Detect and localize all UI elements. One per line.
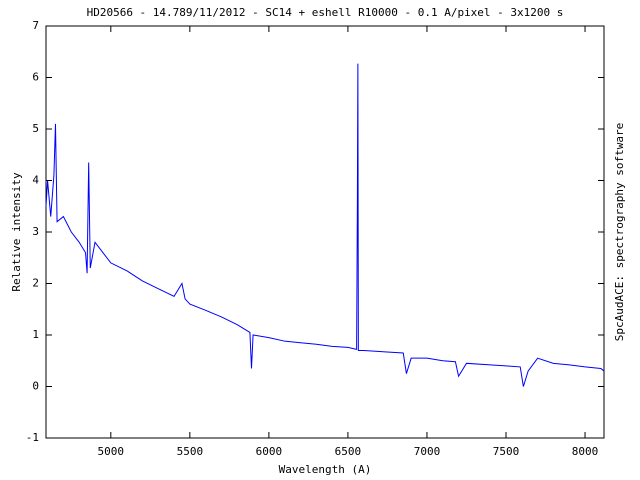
x-tick-label: 5000 [98,445,125,458]
x-tick-label: 6000 [256,445,283,458]
y-tick-label: -1 [26,431,39,444]
y-tick-label: 3 [32,225,39,238]
y-tick-label: 6 [32,71,39,84]
x-tick-label: 7000 [414,445,441,458]
y-tick-label: 7 [32,19,39,32]
x-axis-label: Wavelength (A) [279,463,372,476]
y-tick-label: 0 [32,380,39,393]
y-tick-label: 1 [32,328,39,341]
y-tick-label: 4 [32,174,39,187]
y-axis-label: Relative intensity [10,172,23,292]
spectrum-line [45,63,605,387]
x-tick-label: 6500 [335,445,362,458]
x-tick-label: 8000 [572,445,599,458]
x-tick-label: 5500 [177,445,204,458]
y-tick-label: 5 [32,122,39,135]
side-note: SpcAudACE: spectrography software [613,123,626,342]
x-tick-label: 7500 [493,445,520,458]
y-tick-label: 2 [32,277,39,290]
chart-title: HD20566 - 14.789/11/2012 - SC14 + eshell… [87,6,564,19]
